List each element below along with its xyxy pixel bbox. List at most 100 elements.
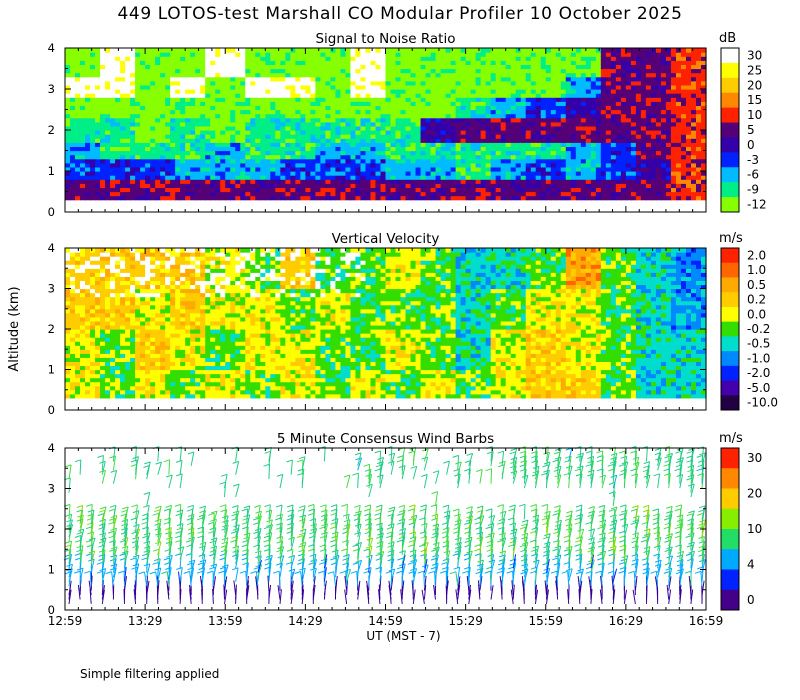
heatmap-cell [365,84,372,90]
heatmap-cell [440,68,447,74]
heatmap-cell [450,187,457,193]
heatmap-cell [470,125,477,131]
heatmap-cell [155,60,161,65]
heatmap-cell [645,175,652,180]
heatmap-cell [155,48,161,53]
heatmap-cell [180,162,186,168]
heatmap-cell [365,191,372,197]
heatmap-cell [605,121,612,127]
heatmap-cell [95,121,101,127]
heatmap-cell [95,130,101,135]
heatmap-cell [65,183,71,188]
heatmap-cell [95,125,101,131]
heatmap-cell [125,64,131,70]
heatmap-cell [480,175,487,180]
heatmap-cell [65,320,71,326]
heatmap-cell [530,130,537,135]
heatmap-cell [265,76,271,82]
heatmap-cell [165,97,171,102]
heatmap-cell [145,121,151,127]
heatmap-cell [305,162,311,168]
heatmap-cell [100,56,106,61]
heatmap-cell [220,195,226,201]
heatmap-cell [290,150,296,156]
heatmap-cell [545,117,552,123]
heatmap-cell [265,125,271,131]
heatmap-cell [115,56,121,61]
heatmap-cell [140,175,146,180]
heatmap-cell [645,60,652,65]
heatmap-cell [420,101,427,106]
heatmap-cell [205,179,211,184]
heatmap-cell [350,166,357,172]
heatmap-cell [490,130,497,135]
heatmap-cell [630,125,637,131]
heatmap-cell [175,109,181,115]
heatmap-cell [600,72,607,78]
heatmap-cell [310,89,316,94]
heatmap-cell [85,353,91,358]
heatmap-cell [415,191,422,197]
heatmap-cell [480,89,487,94]
heatmap-cell [190,125,196,131]
heatmap-cell [85,93,91,98]
heatmap-cell [610,68,617,74]
heatmap-cell [500,158,507,164]
heatmap-cell [495,125,502,131]
heatmap-cell [330,60,337,65]
heatmap-cell [300,125,306,131]
heatmap-cell [210,166,216,172]
heatmap-cell [335,64,342,70]
heatmap-cell [465,138,472,143]
heatmap-cell [690,105,697,111]
heatmap-cell [270,93,276,98]
heatmap-cell [365,162,372,168]
heatmap-cell [665,56,672,61]
heatmap-cell [315,166,321,172]
heatmap-cell [670,191,677,197]
heatmap-cell [295,142,301,147]
heatmap-cell [110,52,116,57]
heatmap-cell [325,97,332,102]
heatmap-cell [105,175,111,180]
heatmap-cell [80,171,86,176]
heatmap-cell [560,154,567,160]
heatmap-cell [375,191,382,197]
heatmap-cell [145,171,151,176]
heatmap-cell [155,93,161,98]
heatmap-cell [465,48,472,53]
heatmap-cell [510,105,517,111]
heatmap-cell [605,138,612,143]
heatmap-cell [460,134,467,139]
heatmap-cell [340,105,347,111]
heatmap-cell [65,146,71,152]
heatmap-cell [95,284,101,290]
heatmap-cell [520,130,527,135]
heatmap-cell [100,89,106,94]
heatmap-cell [375,117,382,123]
heatmap-cell [350,142,357,147]
heatmap-cell [260,150,266,156]
heatmap-cell [515,134,522,139]
heatmap-cell [170,138,176,143]
heatmap-cell [665,171,672,176]
heatmap-cell [390,97,397,102]
heatmap-cell [650,175,657,180]
heatmap-cell [615,154,622,160]
heatmap-cell [415,117,422,123]
heatmap-cell [65,84,71,90]
heatmap-cell [80,329,86,334]
heatmap-cell [525,48,532,53]
heatmap-cell [65,134,71,139]
heatmap-cell [690,138,697,143]
heatmap-cell [395,84,402,90]
heatmap-cell [625,138,632,143]
heatmap-cell [175,171,181,176]
heatmap-cell [360,93,367,98]
heatmap-cell [675,171,682,176]
heatmap-cell [600,191,607,197]
heatmap-cell [610,191,617,197]
heatmap-cell [540,93,547,98]
heatmap-cell [240,101,246,106]
heatmap-cell [160,162,166,168]
